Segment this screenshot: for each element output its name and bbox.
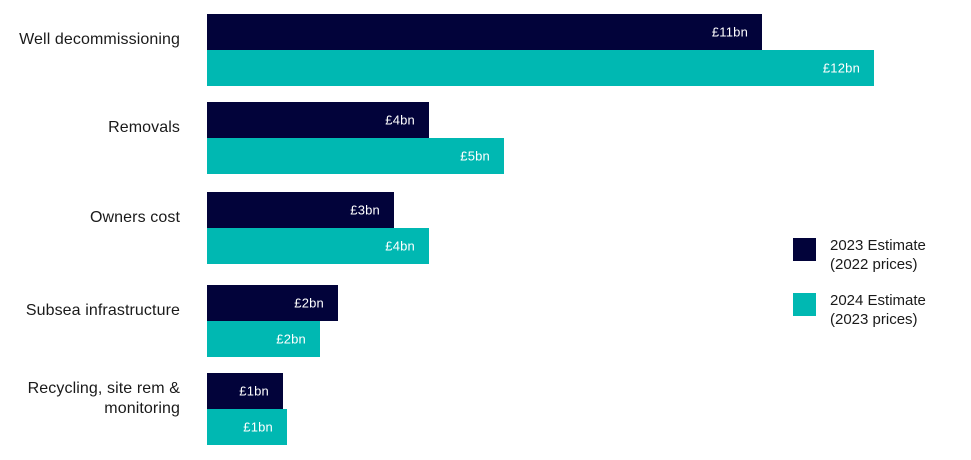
bar-2024-estimate: £1bn: [207, 409, 287, 445]
bar-2023-estimate: £11bn: [207, 14, 762, 50]
bar-value-label: £1bn: [243, 419, 273, 435]
bar-value-label: £3bn: [350, 202, 380, 218]
bar-2023-estimate: £2bn: [207, 285, 338, 321]
category-label: Subsea infrastructure: [25, 302, 180, 319]
category-label: Recycling, site rem & monitoring: [27, 380, 180, 417]
bar-2024-estimate: £2bn: [207, 321, 320, 357]
category-label: Well decommissioning: [19, 31, 180, 48]
legend-swatch-icon: [793, 293, 816, 316]
legend-label: 2023 Estimate (2022 prices): [830, 237, 926, 273]
category-label: Owners cost: [89, 209, 180, 226]
bar-value-label: £2bn: [276, 331, 306, 347]
bar-value-label: £4bn: [385, 112, 415, 128]
bar-value-label: £4bn: [385, 238, 415, 254]
legend-label: 2024 Estimate (2023 prices): [830, 292, 926, 328]
legend-entry: 2024 Estimate (2023 prices): [793, 292, 963, 329]
bar-2023-estimate: £4bn: [207, 102, 429, 138]
chart-legend: 2023 Estimate (2022 prices) 2024 Estimate…: [793, 237, 963, 348]
bar-value-label: £1bn: [239, 383, 269, 399]
category-label: Removals: [108, 119, 180, 136]
bar-2024-estimate: £4bn: [207, 228, 429, 264]
legend-entry: 2023 Estimate (2022 prices): [793, 237, 963, 274]
bar-2024-estimate: £5bn: [207, 138, 504, 174]
bar-value-label: £12bn: [822, 60, 860, 76]
bar-value-label: £2bn: [294, 295, 324, 311]
bar-2023-estimate: £3bn: [207, 192, 394, 228]
bar-value-label: £11bn: [711, 24, 748, 40]
bar-2024-estimate: £12bn: [207, 50, 874, 86]
bar-2023-estimate: £1bn: [207, 373, 283, 409]
legend-swatch-icon: [793, 238, 816, 261]
bar-value-label: £5bn: [460, 148, 490, 164]
